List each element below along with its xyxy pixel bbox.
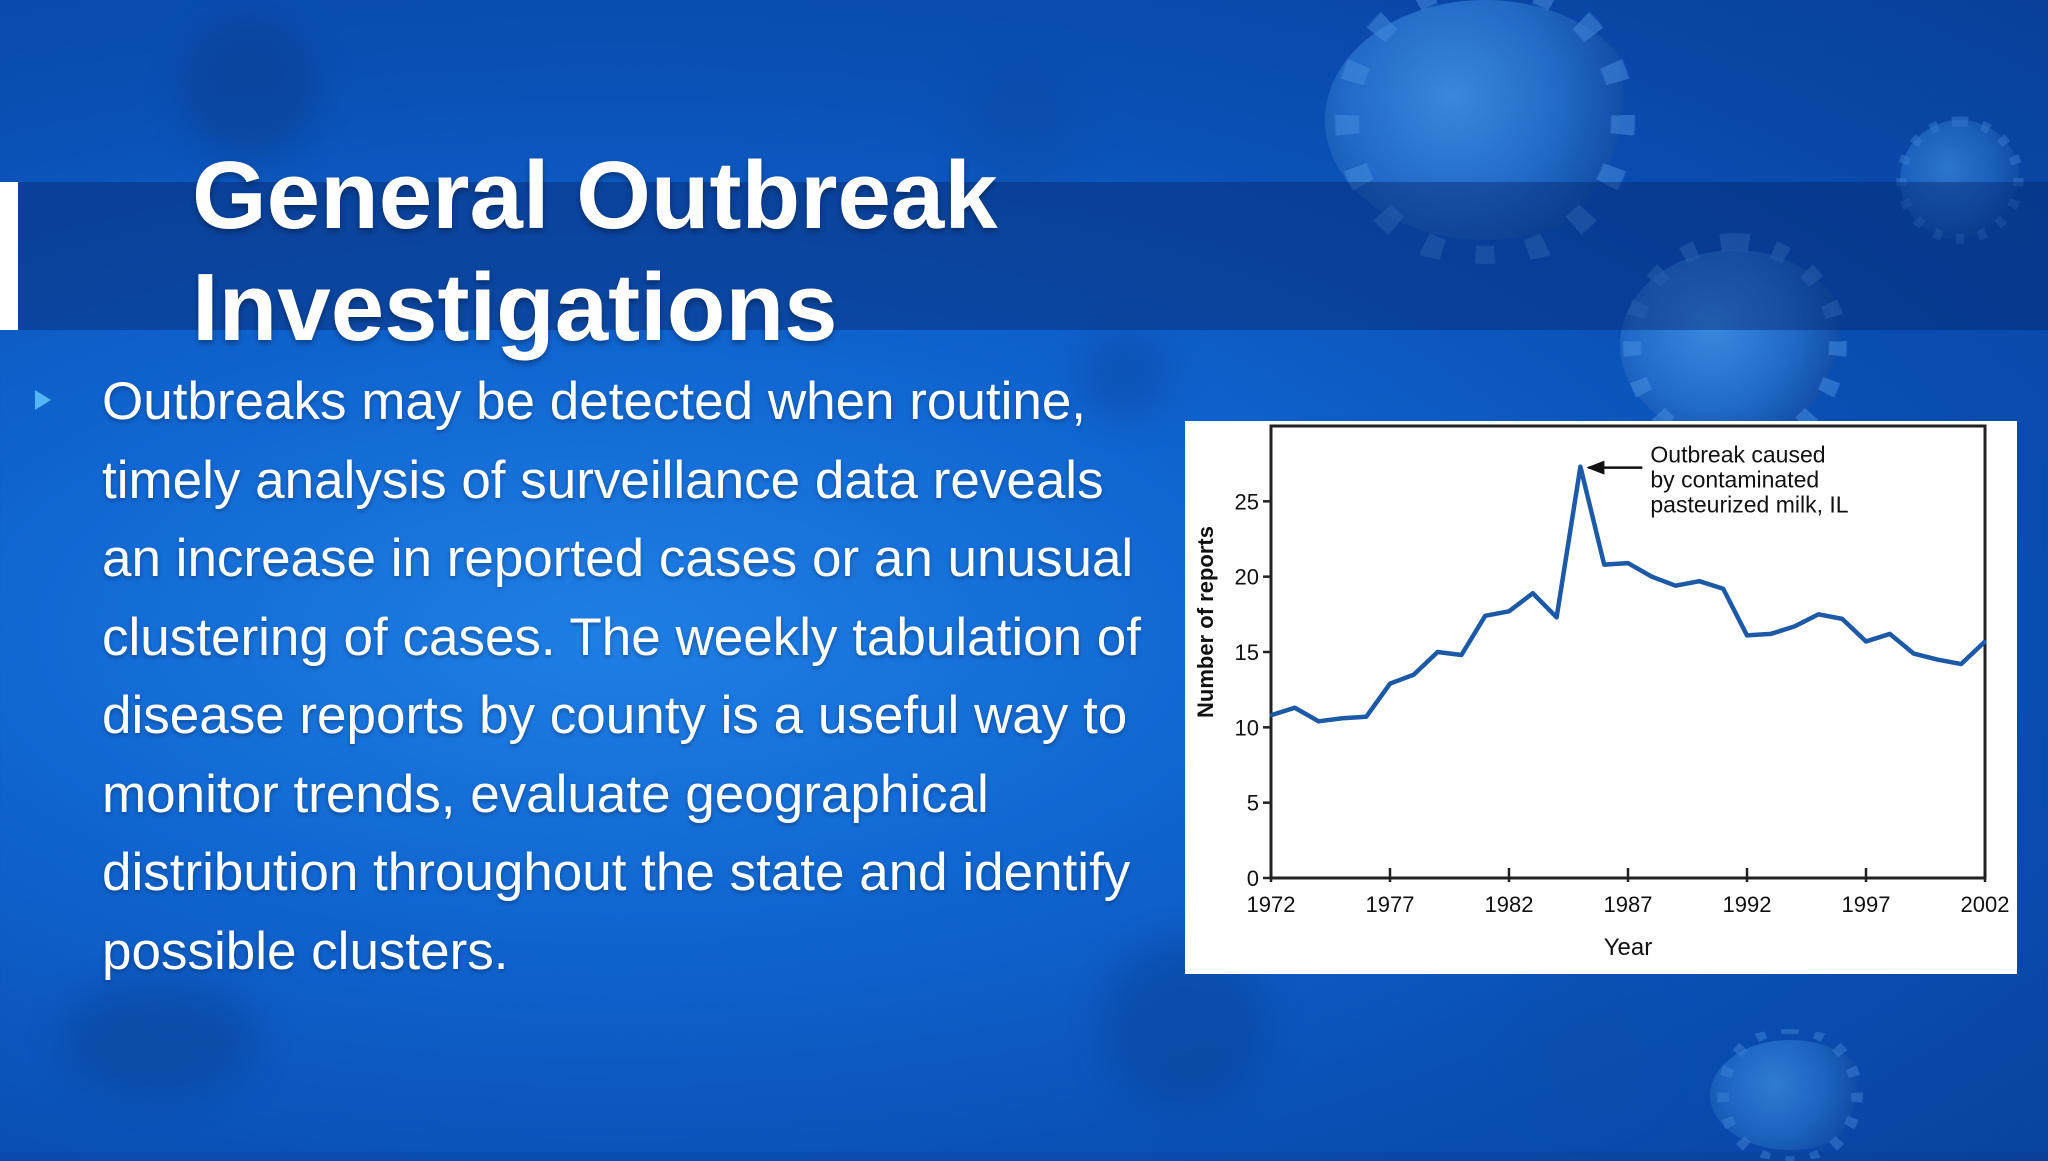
virus-decoration-bottom bbox=[1710, 1040, 1870, 1150]
annotation-arrow-head bbox=[1586, 460, 1605, 475]
data-point bbox=[1459, 653, 1463, 657]
annotation-text: Outbreak caused bbox=[1650, 442, 1825, 468]
plot-frame bbox=[1269, 424, 1987, 880]
outbreak-chart: 0 5 10 15 20 25 1972 1977 1982 1987 1992 1997 2002 Ye… bbox=[1185, 421, 2017, 974]
virus-decoration-large bbox=[1325, 0, 1645, 240]
x-tick-label: 1987 bbox=[1604, 892, 1653, 917]
data-point bbox=[1436, 650, 1440, 654]
x-tick-label: 1972 bbox=[1247, 892, 1296, 917]
bullet-text: Outbreaks may be detected when routine, … bbox=[102, 372, 1141, 981]
data-point bbox=[1674, 584, 1678, 588]
data-point bbox=[1317, 719, 1321, 723]
data-point bbox=[1769, 632, 1773, 636]
data-point bbox=[1507, 609, 1511, 613]
data-point bbox=[1697, 579, 1701, 583]
data-point bbox=[1578, 465, 1582, 469]
data-point bbox=[1293, 706, 1297, 710]
annotation-text: pasteurized milk, IL bbox=[1650, 492, 1848, 518]
x-tick-label: 1997 bbox=[1842, 892, 1891, 917]
data-point bbox=[1364, 715, 1368, 719]
data-point bbox=[1340, 716, 1344, 720]
data-point bbox=[1555, 615, 1559, 619]
data-point bbox=[1745, 633, 1749, 637]
y-tick-label: 5 bbox=[1247, 791, 1259, 816]
data-point bbox=[1531, 591, 1535, 595]
data-point bbox=[1983, 639, 1987, 643]
data-point bbox=[1935, 658, 1939, 662]
data-point bbox=[1864, 639, 1868, 643]
y-tick-label: 15 bbox=[1235, 640, 1259, 665]
data-point bbox=[1388, 682, 1392, 686]
y-tick-label: 20 bbox=[1235, 565, 1259, 590]
x-tick-label: 1977 bbox=[1366, 892, 1415, 917]
data-point bbox=[1269, 713, 1273, 717]
data-point bbox=[1483, 614, 1487, 618]
x-axis-label: Year bbox=[1604, 934, 1653, 961]
series-line bbox=[1270, 464, 1987, 724]
x-tick-label: 2002 bbox=[1961, 892, 2010, 917]
data-point bbox=[1959, 662, 1963, 666]
data-point bbox=[1912, 652, 1916, 656]
data-point bbox=[1721, 587, 1725, 591]
data-point bbox=[1412, 673, 1416, 677]
x-tick-label: 1982 bbox=[1485, 892, 1534, 917]
slide-title-line-1: General Outbreak bbox=[192, 142, 998, 249]
title-band bbox=[0, 182, 2048, 330]
slide-title: General Outbreak Investigations bbox=[192, 140, 998, 364]
y-tick-label: 25 bbox=[1235, 489, 1259, 514]
triangle-bullet-icon bbox=[35, 390, 51, 410]
data-point bbox=[1816, 612, 1820, 616]
virus-decoration-right bbox=[1900, 120, 2020, 240]
y-axis-label: Number of reports bbox=[1193, 526, 1218, 718]
data-point bbox=[1650, 575, 1654, 579]
data-point bbox=[1793, 624, 1797, 628]
y-tick-label: 0 bbox=[1247, 866, 1259, 891]
title-accent-bar bbox=[0, 182, 18, 330]
virus-decoration-mid bbox=[1620, 250, 1850, 440]
data-point bbox=[1602, 563, 1606, 567]
annotation-text: by contaminated bbox=[1650, 467, 1819, 493]
data-point bbox=[1626, 561, 1630, 565]
slide-title-line-2: Investigations bbox=[192, 254, 838, 361]
chart-svg: 0 5 10 15 20 25 1972 1977 1982 1987 1992 1997 2002 Ye… bbox=[1193, 424, 2010, 961]
data-point bbox=[1840, 617, 1844, 621]
y-tick-label: 10 bbox=[1235, 715, 1259, 740]
x-tick-label: 1992 bbox=[1723, 892, 1772, 917]
data-point bbox=[1888, 632, 1892, 636]
